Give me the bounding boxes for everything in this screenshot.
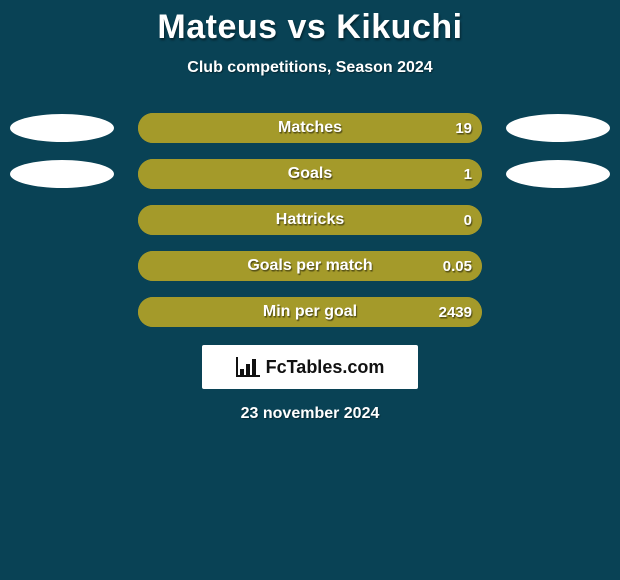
comparison-row: Matches 19 (0, 113, 620, 143)
stat-label: Min per goal (263, 297, 357, 327)
comparison-row: Goals 1 (0, 159, 620, 189)
source-logo-card: FcTables.com (202, 345, 418, 389)
stat-right-value: 0.05 (443, 251, 472, 281)
stat-bar: Hattricks 0 (138, 205, 482, 235)
stat-bar: Goals 1 (138, 159, 482, 189)
comparison-row: Hattricks 0 (0, 205, 620, 235)
stat-right-value: 2439 (439, 297, 472, 327)
bar-chart-icon (236, 357, 260, 377)
left-player-ellipse (10, 160, 114, 188)
page-title: Mateus vs Kikuchi (157, 8, 462, 47)
comparison-rows: Matches 19 Goals 1 Hattricks 0 Goals per match… (0, 113, 620, 327)
stat-bar: Matches 19 (138, 113, 482, 143)
left-player-ellipse (10, 114, 114, 142)
snapshot-date: 23 november 2024 (241, 405, 380, 423)
comparison-row: Min per goal 2439 (0, 297, 620, 327)
stat-right-value: 1 (464, 159, 472, 189)
stat-label: Matches (278, 113, 342, 143)
stat-right-value: 19 (455, 113, 472, 143)
stat-label: Hattricks (276, 205, 344, 235)
stat-bar: Min per goal 2439 (138, 297, 482, 327)
stat-right-value: 0 (464, 205, 472, 235)
right-player-ellipse (506, 160, 610, 188)
right-player-ellipse (506, 114, 610, 142)
comparison-row: Goals per match 0.05 (0, 251, 620, 281)
stat-bar: Goals per match 0.05 (138, 251, 482, 281)
source-logo-text: FcTables.com (266, 357, 385, 378)
page-subtitle: Club competitions, Season 2024 (187, 59, 432, 77)
stat-label: Goals per match (247, 251, 372, 281)
stat-label: Goals (288, 159, 332, 189)
